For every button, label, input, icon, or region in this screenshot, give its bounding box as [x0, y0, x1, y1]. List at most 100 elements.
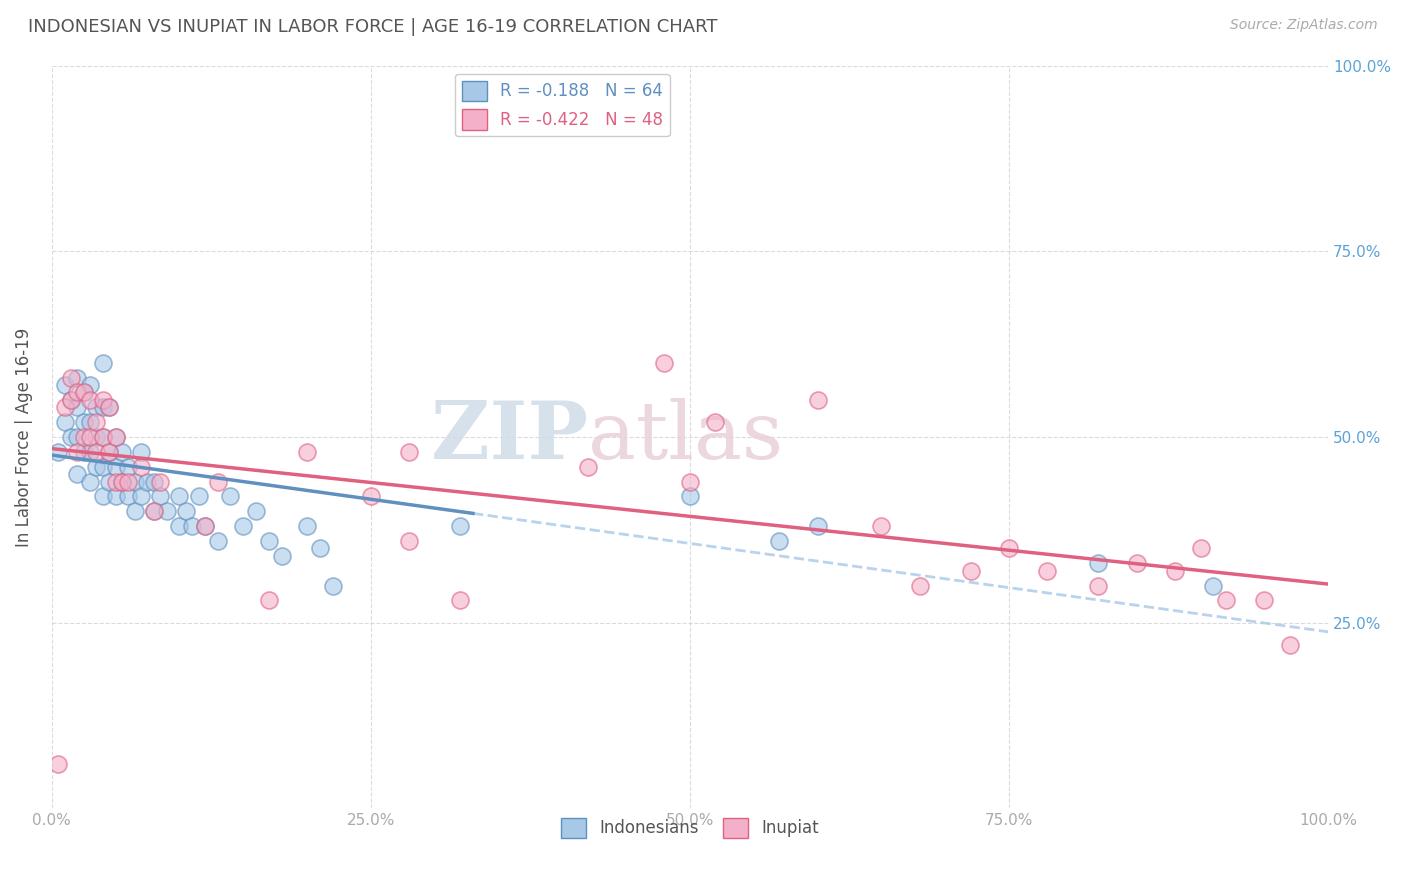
- Point: [73, 445, 96, 459]
- Point: [398, 445, 420, 459]
- Point: [104, 430, 127, 444]
- Point: [86, 459, 108, 474]
- Text: Source: ZipAtlas.com: Source: ZipAtlas.com: [1230, 18, 1378, 32]
- Point: [86, 430, 108, 444]
- Point: [149, 475, 172, 489]
- Point: [245, 504, 267, 518]
- Point: [295, 519, 318, 533]
- Point: [73, 385, 96, 400]
- Point: [129, 459, 152, 474]
- Point: [73, 415, 96, 429]
- Point: [360, 490, 382, 504]
- Point: [679, 490, 702, 504]
- Point: [66, 401, 89, 415]
- Point: [66, 370, 89, 384]
- Point: [142, 504, 165, 518]
- Point: [187, 490, 209, 504]
- Point: [91, 392, 114, 407]
- Point: [232, 519, 254, 533]
- Point: [257, 593, 280, 607]
- Point: [79, 378, 101, 392]
- Point: [806, 519, 828, 533]
- Point: [169, 519, 191, 533]
- Point: [124, 504, 146, 518]
- Text: atlas: atlas: [588, 398, 783, 476]
- Point: [104, 459, 127, 474]
- Point: [806, 392, 828, 407]
- Point: [104, 475, 127, 489]
- Point: [142, 475, 165, 489]
- Point: [98, 445, 121, 459]
- Point: [117, 459, 139, 474]
- Point: [104, 430, 127, 444]
- Point: [1125, 557, 1147, 571]
- Point: [73, 385, 96, 400]
- Point: [449, 593, 471, 607]
- Point: [1215, 593, 1237, 607]
- Point: [1164, 564, 1187, 578]
- Point: [1087, 578, 1109, 592]
- Point: [270, 549, 292, 563]
- Point: [308, 541, 330, 556]
- Point: [73, 430, 96, 444]
- Point: [449, 519, 471, 533]
- Point: [1189, 541, 1212, 556]
- Legend: Indonesians, Inupiat: Indonesians, Inupiat: [554, 811, 825, 845]
- Point: [207, 534, 229, 549]
- Point: [1202, 578, 1225, 592]
- Text: ZIP: ZIP: [430, 398, 588, 476]
- Point: [86, 415, 108, 429]
- Point: [98, 401, 121, 415]
- Point: [219, 490, 242, 504]
- Point: [257, 534, 280, 549]
- Point: [91, 490, 114, 504]
- Point: [53, 378, 76, 392]
- Point: [998, 541, 1021, 556]
- Point: [194, 519, 217, 533]
- Point: [117, 475, 139, 489]
- Point: [1278, 638, 1301, 652]
- Point: [104, 490, 127, 504]
- Point: [66, 445, 89, 459]
- Point: [129, 445, 152, 459]
- Point: [194, 519, 217, 533]
- Point: [207, 475, 229, 489]
- Point: [66, 385, 89, 400]
- Point: [86, 401, 108, 415]
- Y-axis label: In Labor Force | Age 16-19: In Labor Force | Age 16-19: [15, 327, 32, 547]
- Point: [98, 445, 121, 459]
- Point: [91, 430, 114, 444]
- Point: [98, 475, 121, 489]
- Point: [53, 415, 76, 429]
- Point: [59, 392, 82, 407]
- Point: [79, 445, 101, 459]
- Point: [91, 430, 114, 444]
- Point: [129, 490, 152, 504]
- Text: INDONESIAN VS INUPIAT IN LABOR FORCE | AGE 16-19 CORRELATION CHART: INDONESIAN VS INUPIAT IN LABOR FORCE | A…: [28, 18, 717, 36]
- Point: [66, 467, 89, 482]
- Point: [91, 459, 114, 474]
- Point: [908, 578, 931, 592]
- Point: [79, 415, 101, 429]
- Point: [704, 415, 727, 429]
- Point: [46, 756, 69, 771]
- Point: [322, 578, 344, 592]
- Point: [66, 430, 89, 444]
- Point: [59, 430, 82, 444]
- Point: [959, 564, 981, 578]
- Point: [1036, 564, 1059, 578]
- Point: [149, 490, 172, 504]
- Point: [111, 475, 134, 489]
- Point: [46, 445, 69, 459]
- Point: [1253, 593, 1275, 607]
- Point: [136, 475, 159, 489]
- Point: [91, 401, 114, 415]
- Point: [79, 430, 101, 444]
- Point: [576, 459, 599, 474]
- Point: [79, 392, 101, 407]
- Point: [156, 504, 179, 518]
- Point: [79, 475, 101, 489]
- Point: [679, 475, 702, 489]
- Point: [1087, 557, 1109, 571]
- Point: [98, 401, 121, 415]
